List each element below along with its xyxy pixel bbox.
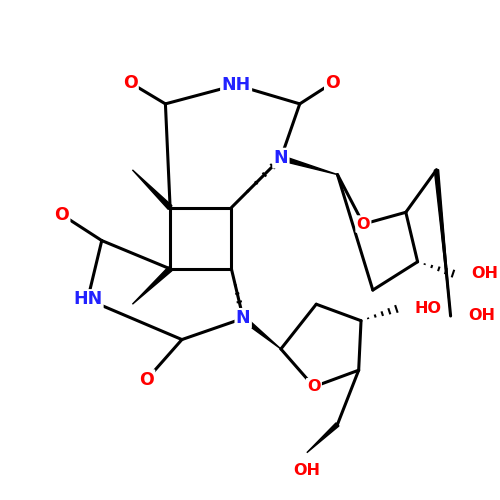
Polygon shape [242, 316, 281, 349]
Text: N: N [274, 149, 288, 167]
Text: HO: HO [414, 302, 442, 316]
Polygon shape [132, 170, 172, 209]
Text: O: O [326, 74, 340, 92]
Text: O: O [139, 370, 154, 388]
Text: OH: OH [468, 308, 495, 324]
Text: OH: OH [294, 463, 320, 478]
Polygon shape [132, 267, 172, 304]
Text: OH: OH [471, 266, 498, 281]
Polygon shape [307, 423, 339, 452]
Polygon shape [434, 170, 450, 316]
Text: HN: HN [73, 290, 102, 308]
Polygon shape [280, 156, 338, 174]
Text: N: N [236, 310, 250, 328]
Text: O: O [122, 74, 138, 92]
Text: O: O [356, 216, 370, 232]
Text: NH: NH [222, 76, 250, 94]
Text: O: O [54, 206, 69, 224]
Text: O: O [307, 379, 320, 394]
